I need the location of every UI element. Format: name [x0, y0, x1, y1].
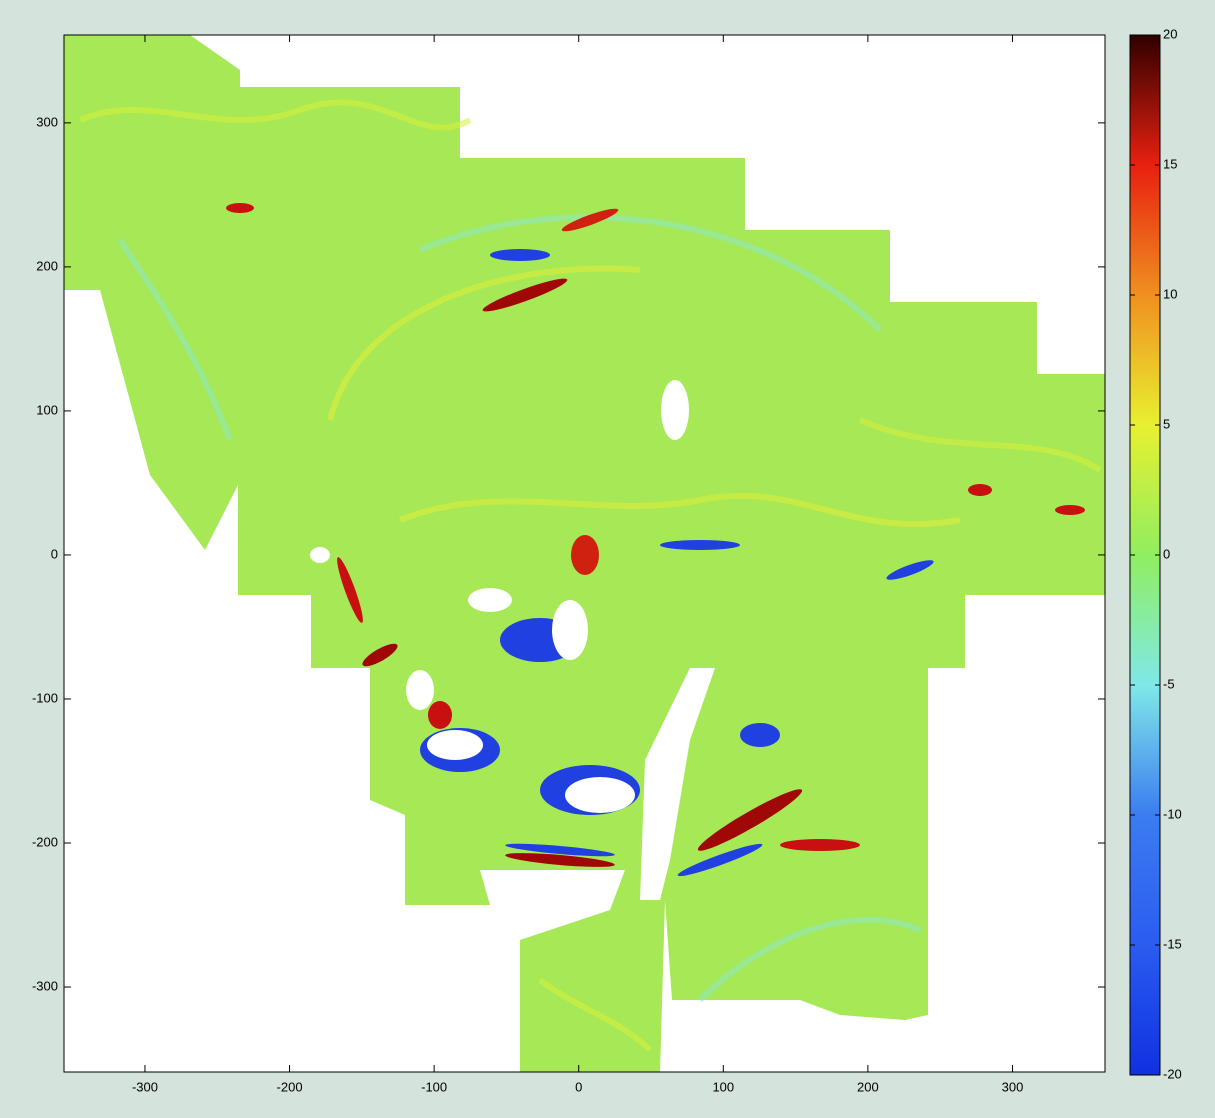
- x-tick-label: -300: [132, 1079, 158, 1094]
- x-tick-label: -200: [277, 1079, 303, 1094]
- masked-holes: [310, 380, 715, 900]
- colorbar-tick-label: -10: [1163, 806, 1182, 821]
- x-tick-label: 0: [575, 1079, 582, 1094]
- y-tick-label: -300: [32, 978, 58, 993]
- y-tick-label: 200: [36, 258, 58, 273]
- texture: [78, 99, 1102, 1053]
- colorbar-tick-label: -5: [1163, 676, 1175, 691]
- colorbar-tick-label: -15: [1163, 936, 1182, 951]
- colorbar-tick-label: -20: [1163, 1066, 1182, 1081]
- x-tick-label: 100: [712, 1079, 734, 1094]
- colorbar-tick-label: 5: [1163, 416, 1170, 431]
- image: [64, 35, 1105, 1072]
- y-tick-label: -100: [32, 690, 58, 705]
- colorbar-tick-label: 15: [1163, 156, 1177, 171]
- colorbar-tick-label: 20: [1163, 26, 1177, 41]
- y-tick-label: -200: [32, 834, 58, 849]
- y-tick-label: 0: [51, 546, 58, 561]
- colorbar-tick-label: 0: [1163, 546, 1170, 561]
- x-tick-label: -100: [421, 1079, 447, 1094]
- y-tick-label: 100: [36, 402, 58, 417]
- colorbar-tick-label: 10: [1163, 286, 1177, 301]
- axes-box: [63, 34, 1106, 1073]
- x-tick-label: 300: [1002, 1079, 1024, 1094]
- y-tick-label: 300: [36, 114, 58, 129]
- x-tick-label: 200: [857, 1079, 879, 1094]
